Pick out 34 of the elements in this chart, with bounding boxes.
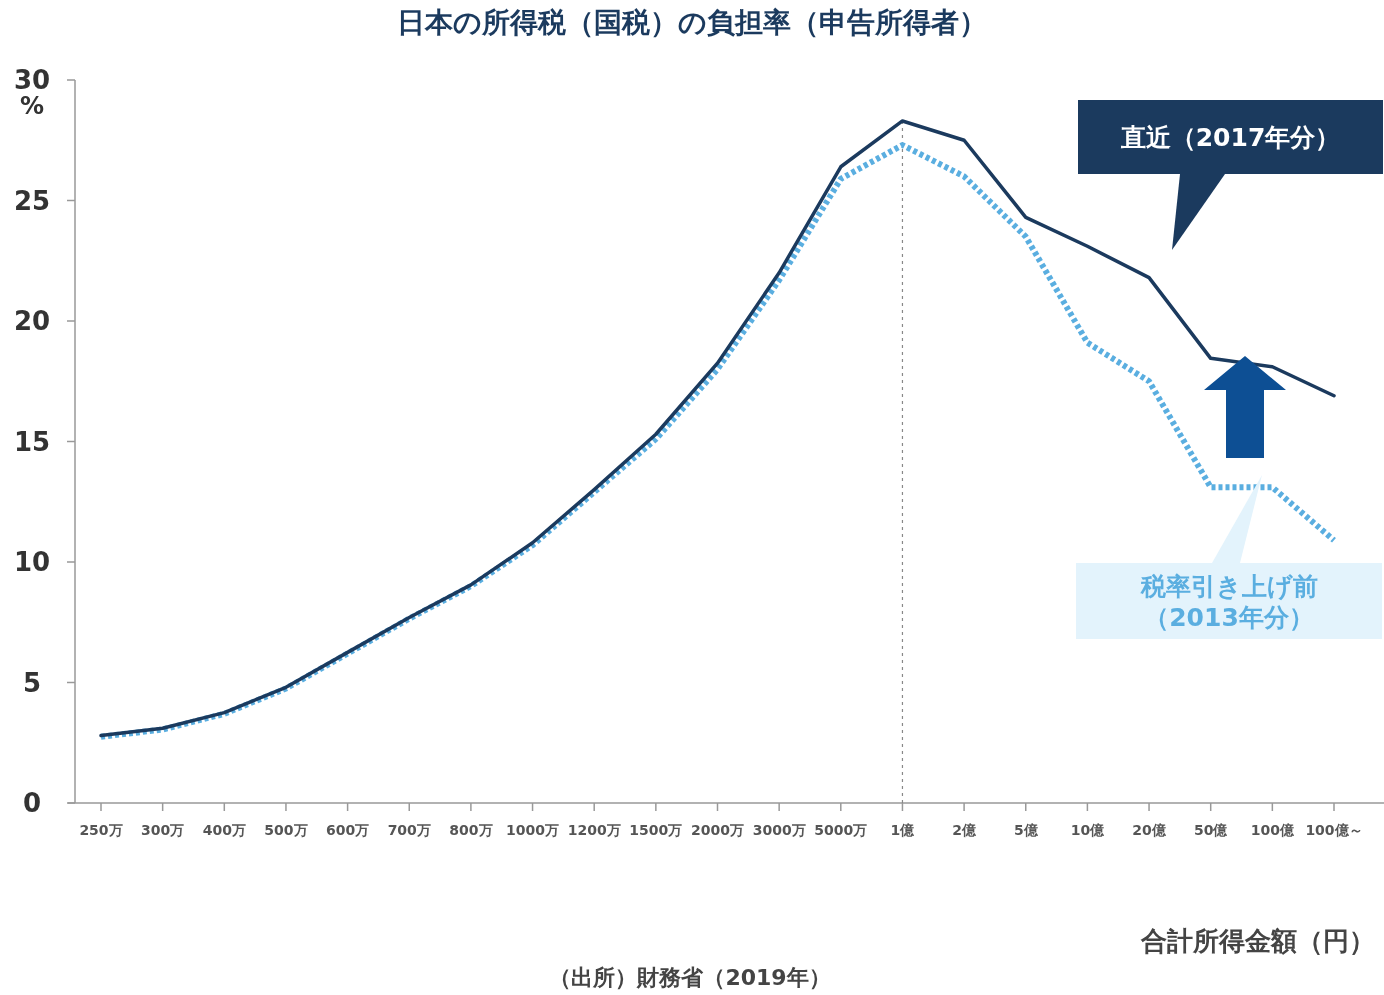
x-tick-label: 2000万 bbox=[691, 822, 744, 838]
chart-title: 日本の所得税（国税）の負担率（申告所得者） bbox=[397, 6, 987, 39]
x-tick-label: 50億 bbox=[1193, 822, 1229, 838]
text: 直近（2017年分） bbox=[1119, 123, 1341, 152]
y-tick-label: 5 bbox=[22, 667, 42, 698]
y-tick-label: 25 bbox=[13, 185, 51, 216]
x-tick-label: 400万 bbox=[202, 822, 246, 838]
x-tick-label: 300万 bbox=[141, 822, 185, 838]
x-axis-title: 合計所得金額（円） bbox=[1140, 926, 1375, 956]
y-tick-label: 30 bbox=[13, 65, 51, 95]
y-tick-label: 15 bbox=[13, 426, 51, 457]
y-tick-label: 20 bbox=[13, 306, 51, 336]
series-label: 税率引き上げ前（2013年分） bbox=[1139, 572, 1318, 632]
x-tick-label: 600万 bbox=[325, 822, 370, 838]
x-tick-label: 1200万 bbox=[567, 822, 621, 838]
x-tick-label: 1500万 bbox=[629, 822, 683, 838]
x-tick-label: 1億 bbox=[890, 822, 916, 838]
x-tick-label: 1000万 bbox=[506, 822, 560, 838]
y-axis-title: % bbox=[19, 92, 45, 120]
x-tick-label: 700万 bbox=[387, 822, 431, 838]
x-tick-label: 3000万 bbox=[752, 822, 806, 838]
x-tick-label: 100億 bbox=[1250, 822, 1295, 838]
x-tick-label: 500万 bbox=[264, 822, 308, 838]
text: （出所）財務省（2019年） bbox=[549, 965, 831, 990]
x-tick-label: 10億 bbox=[1070, 822, 1106, 838]
x-tick-label: 5000万 bbox=[814, 822, 868, 838]
x-tick-label: 100億～ bbox=[1305, 822, 1363, 838]
x-tick-label: 800万 bbox=[449, 822, 493, 838]
x-tick-label: 2億 bbox=[952, 822, 977, 838]
y-tick-label: 0 bbox=[22, 788, 42, 818]
y-tick-label: 10 bbox=[13, 547, 51, 577]
x-tick-label: 250万 bbox=[79, 822, 123, 838]
x-tick-label: 20億 bbox=[1132, 822, 1167, 838]
x-tick-label: 5億 bbox=[1013, 822, 1039, 838]
